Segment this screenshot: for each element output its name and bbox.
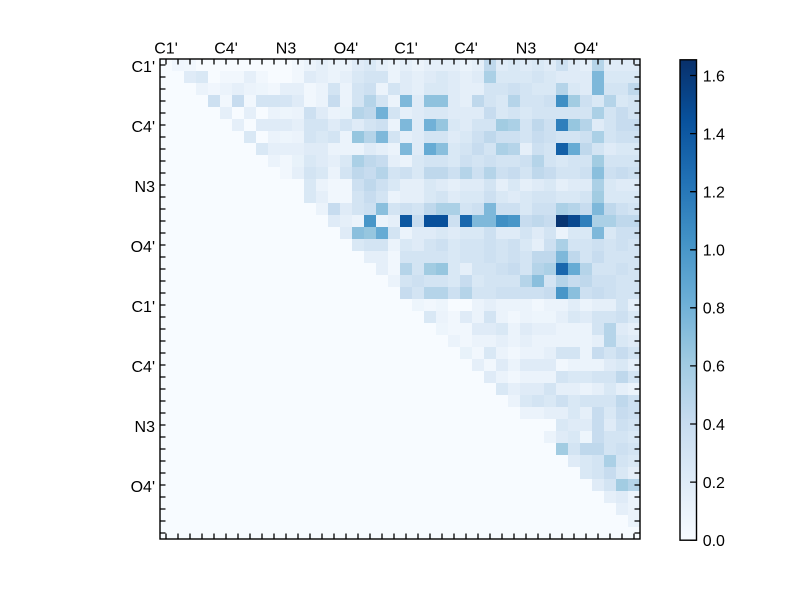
svg-text:N3: N3	[516, 41, 537, 58]
svg-text:0.6: 0.6	[703, 359, 725, 376]
svg-text:N3: N3	[276, 41, 297, 58]
svg-text:O4': O4'	[334, 41, 358, 58]
svg-text:C4': C4'	[214, 41, 238, 58]
svg-text:0.8: 0.8	[703, 301, 725, 318]
svg-text:1.2: 1.2	[703, 185, 725, 202]
svg-text:N3: N3	[135, 179, 156, 196]
svg-text:1.6: 1.6	[703, 68, 725, 85]
svg-text:N3: N3	[135, 419, 156, 436]
svg-text:O4': O4'	[131, 239, 155, 256]
svg-text:O4': O4'	[574, 41, 598, 58]
svg-text:C4': C4'	[454, 41, 478, 58]
svg-text:C4': C4'	[131, 359, 155, 376]
svg-text:C1': C1'	[154, 41, 178, 58]
svg-text:C1': C1'	[131, 59, 155, 76]
svg-text:0.2: 0.2	[703, 475, 725, 492]
svg-text:0.4: 0.4	[703, 417, 725, 434]
svg-text:1.0: 1.0	[703, 243, 725, 260]
svg-text:1.4: 1.4	[703, 126, 725, 143]
svg-text:C1': C1'	[131, 299, 155, 316]
svg-text:0.0: 0.0	[703, 533, 725, 550]
svg-text:C1': C1'	[394, 41, 418, 58]
svg-text:C4': C4'	[131, 119, 155, 136]
svg-text:O4': O4'	[131, 479, 155, 496]
